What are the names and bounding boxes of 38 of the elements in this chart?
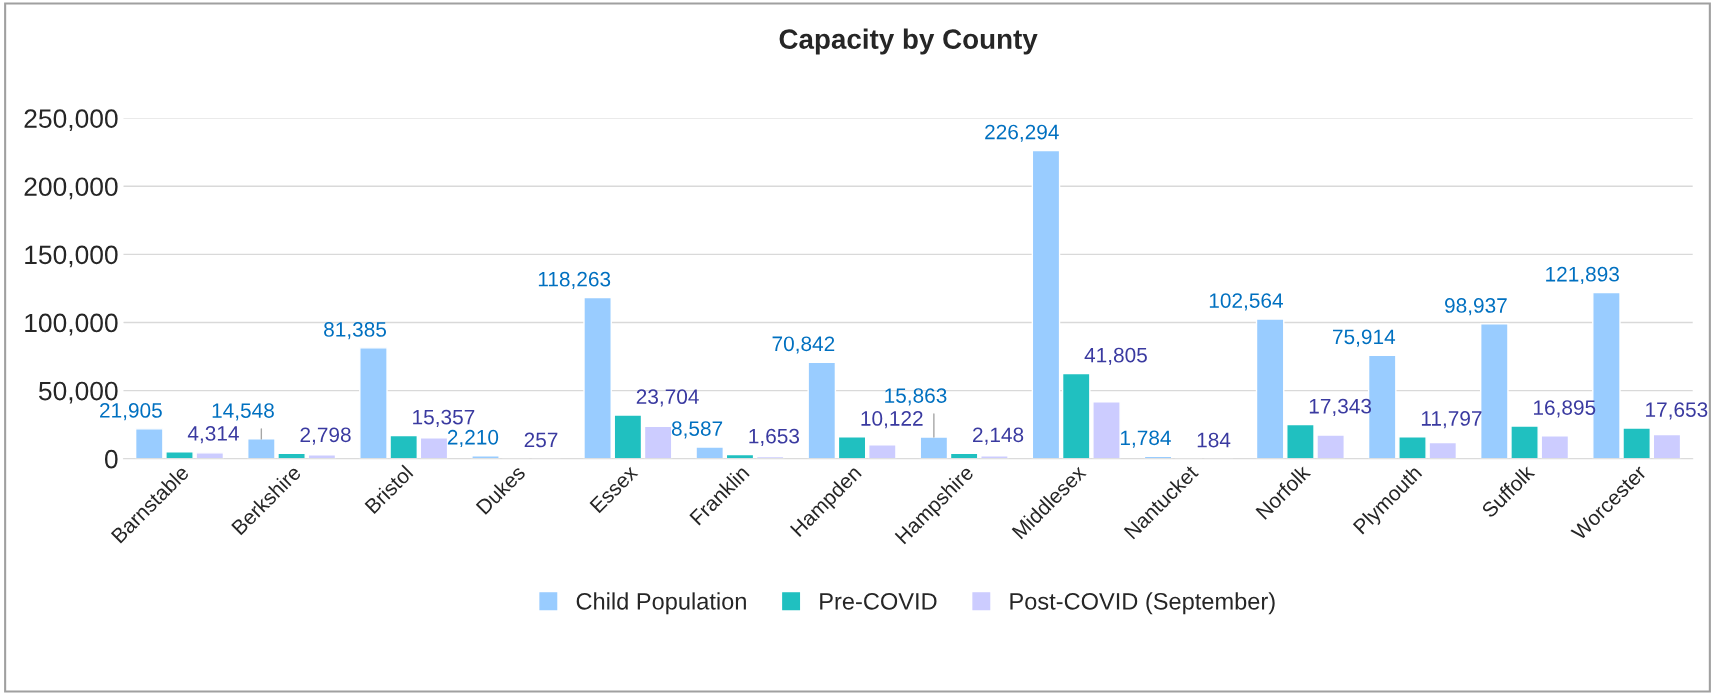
data-label: 98,937 — [1445, 298, 1507, 316]
y-tick-label: 50,000 — [38, 381, 118, 404]
legend-label: Pre-COVID — [820, 592, 937, 610]
data-label: 17,653 — [1646, 402, 1708, 420]
y-tick-label: 0 — [104, 449, 118, 469]
data-label: 75,914 — [1333, 329, 1396, 347]
data-label: 17,343 — [1309, 398, 1372, 417]
y-tick-label: 150,000 — [25, 245, 118, 268]
data-label: 8,587 — [671, 421, 723, 439]
data-label: 102,564 — [1209, 293, 1283, 311]
data-label: 81,385 — [324, 322, 387, 340]
data-label: 10,122 — [861, 411, 923, 429]
data-label: 70,842 — [772, 336, 835, 354]
y-tick-label: 200,000 — [24, 177, 118, 200]
data-label: 16,895 — [1534, 400, 1596, 418]
data-label: 226,294 — [985, 124, 1059, 142]
data-label: 15,357 — [413, 409, 475, 427]
data-label: 23,704 — [636, 389, 699, 407]
y-tick-label: 250,000 — [24, 109, 118, 132]
data-label: 2,148 — [973, 427, 1024, 445]
data-label: 41,805 — [1084, 347, 1147, 365]
data-label: 4,314 — [187, 426, 239, 444]
data-label: 1,784 — [1120, 430, 1171, 448]
legend-label: Child Population — [576, 592, 746, 615]
data-label: 118,263 — [538, 271, 611, 289]
data-label: 21,905 — [100, 403, 162, 421]
data-label: 184 — [1197, 432, 1231, 448]
chart-title: Capacity by County — [779, 28, 1038, 55]
data-label: 1,653 — [749, 428, 800, 447]
data-label: 121,893 — [1546, 266, 1619, 285]
data-label: 2,798 — [300, 427, 351, 445]
y-tick-label: 100,000 — [25, 313, 118, 336]
data-label: 14,548 — [212, 403, 274, 421]
data-label: 11,797 — [1421, 411, 1482, 429]
legend-label: Post-COVID (September) — [1010, 592, 1275, 615]
data-label: 15,863 — [885, 388, 947, 406]
data-label: 2,210 — [447, 429, 499, 448]
data-label: 257 — [524, 432, 558, 448]
